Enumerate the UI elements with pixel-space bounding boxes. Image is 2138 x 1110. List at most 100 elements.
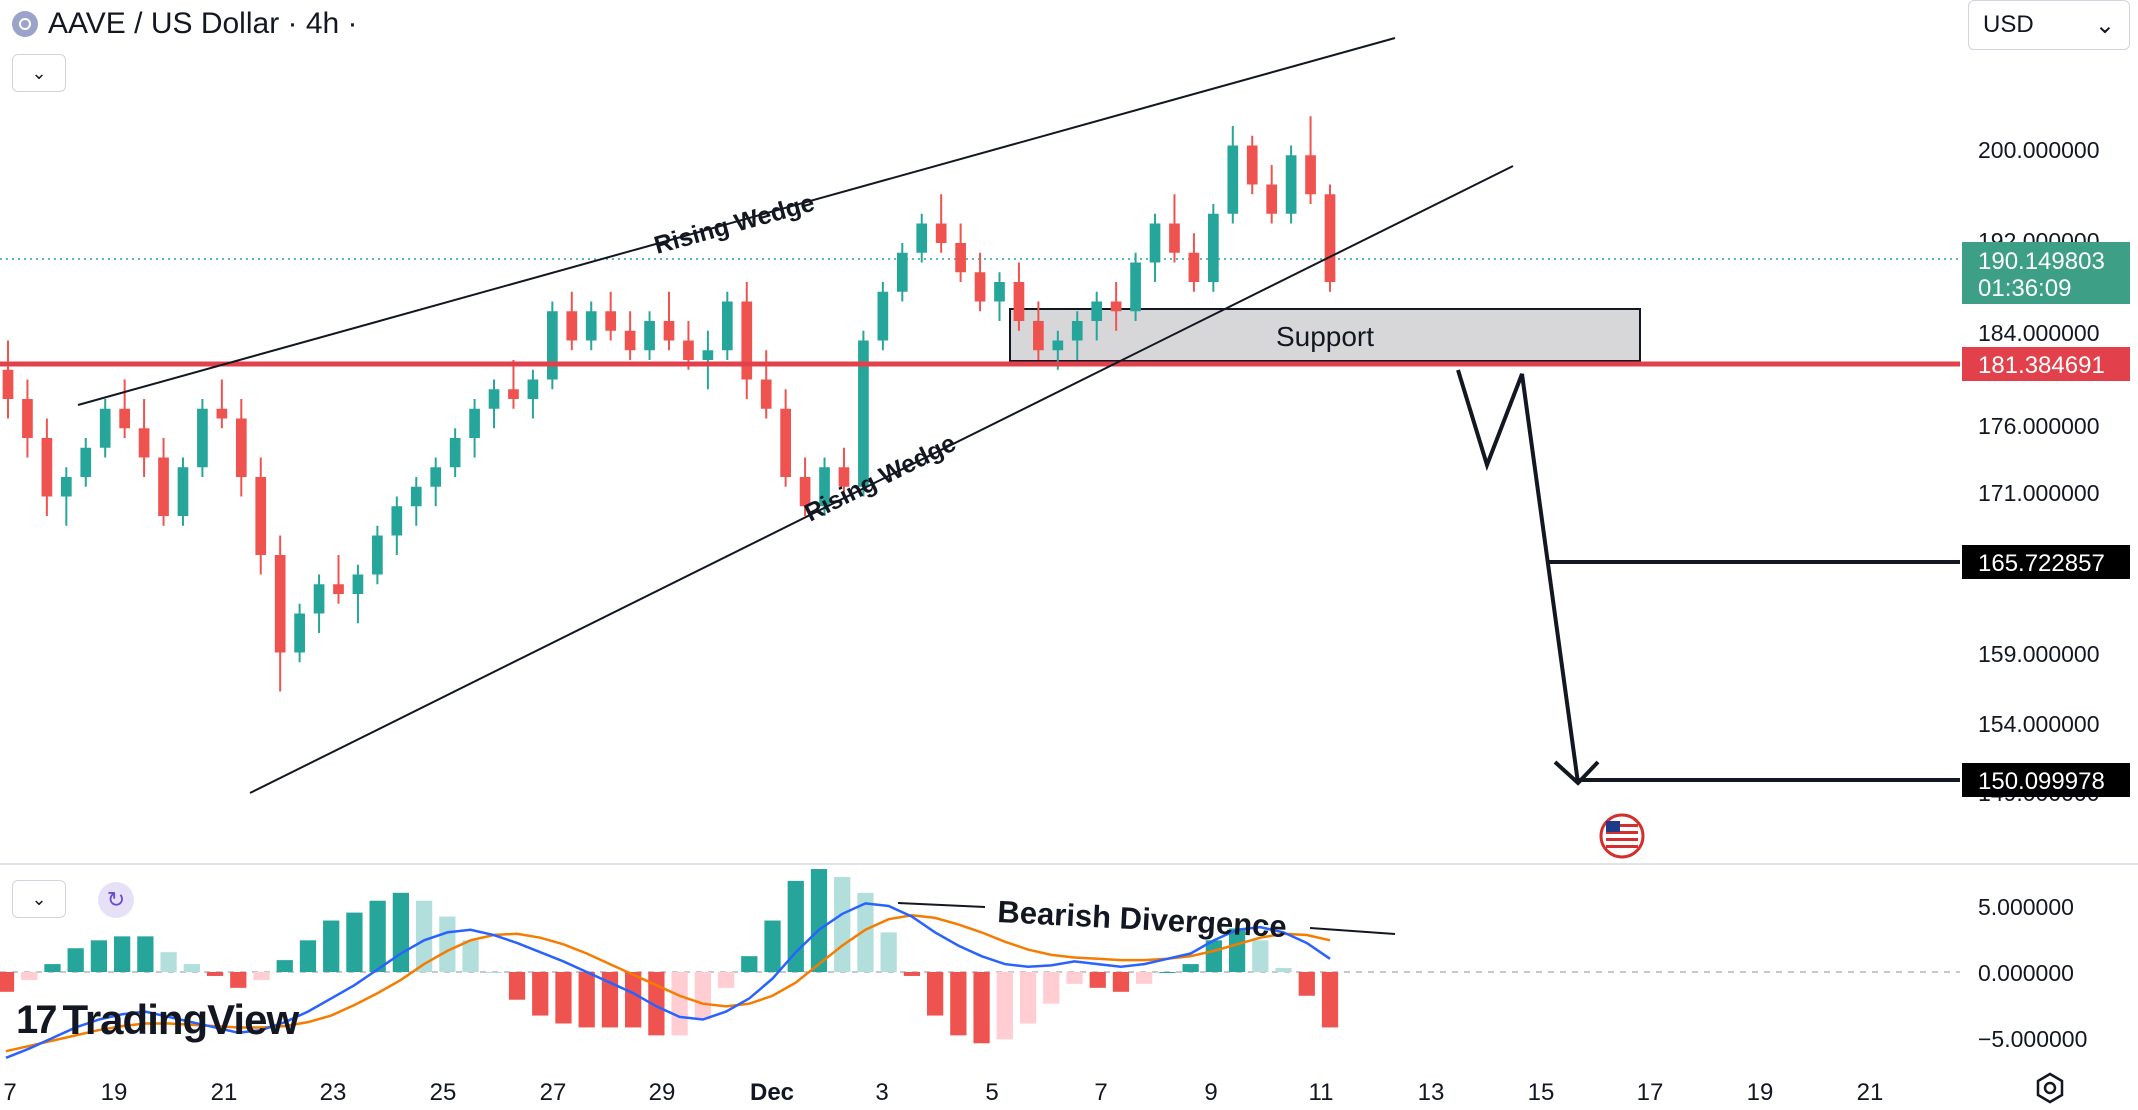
candle-body: [158, 457, 169, 517]
collapse-legend-button[interactable]: ⌄: [12, 54, 66, 92]
flag-stripe: [1606, 845, 1638, 848]
macd-histogram-bar: [625, 972, 642, 1028]
macd-axis-tick-label: 5.000000: [1978, 894, 2074, 920]
candle-body: [488, 389, 500, 409]
candle-up: [858, 330, 869, 497]
flag-canton: [1606, 821, 1620, 832]
macd-histogram-bar: [230, 972, 247, 988]
candle-up: [488, 379, 500, 429]
candle-down: [935, 194, 947, 253]
macd-histogram-bar: [1298, 972, 1315, 996]
candle-body: [1188, 252, 1200, 283]
candle-body: [916, 223, 928, 253]
macd-histogram: [0, 869, 1339, 1044]
candle-body: [1246, 145, 1258, 185]
currency-select[interactable]: USD ⌄: [1968, 0, 2130, 50]
candle-down: [974, 252, 986, 312]
candle-body: [799, 477, 811, 507]
candle-up: [896, 243, 908, 302]
candle-up: [877, 282, 889, 351]
wedge-upper-label: Rising Wedge: [651, 189, 817, 260]
macd-histogram-bar: [439, 916, 456, 972]
candle-down: [1305, 116, 1316, 205]
x-axis-tick-label: 9: [1204, 1079, 1217, 1106]
macd-histogram-bar: [950, 972, 967, 1036]
macd-histogram-bar: [90, 940, 108, 972]
price-level-badge: [1962, 347, 2130, 381]
candle-down: [274, 535, 286, 692]
refresh-icon[interactable]: ↻: [98, 882, 134, 918]
candle-body: [585, 311, 597, 341]
macd-histogram-bar: [532, 972, 549, 1016]
collapse-indicator-button[interactable]: ⌄: [12, 880, 66, 918]
candle-up: [197, 399, 208, 478]
candle-body: [994, 282, 1005, 302]
x-axis-tick-label: 29: [649, 1079, 676, 1106]
symbol-title: AAVE / US Dollar · 4h ·: [48, 7, 358, 40]
candle-up: [313, 574, 325, 634]
macd-histogram-bar: [973, 972, 990, 1044]
divergence-line-left: [897, 902, 986, 908]
candle-down: [138, 399, 150, 478]
candle-up: [430, 457, 442, 507]
support-zone: [1009, 308, 1641, 362]
tradingview-logo[interactable]: 17 TradingView: [16, 996, 299, 1044]
candle-body: [974, 272, 986, 302]
candle-up: [585, 301, 597, 351]
candle-body: [1149, 223, 1161, 263]
candle-down: [2, 340, 14, 419]
candle-up: [702, 330, 714, 390]
macd-histogram-bar: [810, 869, 828, 972]
settings-gear-icon[interactable]: [2034, 1072, 2066, 1104]
candle-body: [99, 408, 111, 448]
candle-body: [449, 438, 461, 468]
candle-body: [663, 321, 675, 341]
candle-up: [80, 438, 92, 487]
candle-body: [1305, 155, 1316, 195]
candle-down: [119, 379, 130, 439]
candle-down: [508, 360, 519, 409]
macd-histogram-bar: [671, 972, 688, 1036]
macd-histogram-bar: [1112, 972, 1130, 992]
wedge-upper-line: [77, 37, 1396, 406]
candle-up: [994, 272, 1005, 322]
macd-histogram-bar: [485, 972, 502, 973]
candle-down: [663, 291, 675, 351]
macd-histogram-bar: [834, 876, 851, 972]
price-level-bg: [1962, 545, 2130, 579]
candle-body: [1091, 301, 1103, 322]
candle-body: [877, 291, 889, 341]
wedge-lower-line: [249, 165, 1514, 794]
macd-histogram-bar: [1136, 972, 1153, 984]
macd-line: [5, 902, 1331, 1059]
candle-body: [430, 467, 442, 487]
candle-up: [372, 525, 383, 585]
candle-down: [838, 447, 850, 497]
x-axis-tick-label: 13: [1418, 1079, 1445, 1106]
x-axis-tick-label: 25: [430, 1079, 457, 1106]
candle-body: [1052, 340, 1064, 351]
x-axis-tick-label: 19: [101, 1079, 128, 1106]
macd-histogram-bar: [1228, 928, 1246, 972]
us-flag-icon: [1599, 813, 1645, 859]
candle-up: [644, 311, 655, 361]
macd-histogram-bar: [44, 964, 61, 972]
price-level-value: 165.722857: [1978, 550, 2105, 577]
macd-histogram-bar: [323, 920, 340, 972]
x-axis-tick-label: 21: [211, 1079, 238, 1106]
candle-body: [955, 243, 966, 273]
candle-body: [819, 467, 830, 507]
candle-up: [1285, 145, 1297, 224]
macd-histogram-bar: [926, 972, 944, 1016]
candle-body: [1169, 223, 1180, 253]
macd-axis-tick-label: 0.000000: [1978, 960, 2074, 986]
chevron-down-icon: ⌄: [31, 62, 47, 83]
candle-body: [760, 379, 772, 409]
flag-stripe: [1606, 824, 1638, 827]
tradingview-mark-icon: 17: [16, 997, 57, 1042]
candle-down: [1266, 165, 1278, 224]
candle-up: [1149, 213, 1161, 283]
current-price-countdown: 01:36:09: [1978, 275, 2071, 302]
macd-histogram-bar: [1159, 972, 1176, 973]
